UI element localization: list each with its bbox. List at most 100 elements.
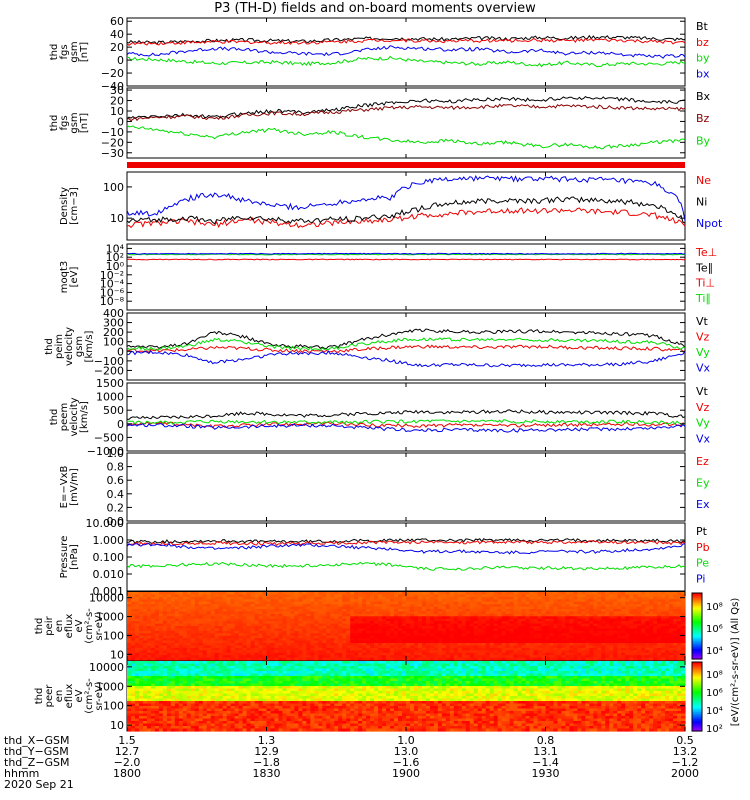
spectrogram-cell (621, 599, 626, 603)
spectrogram-cell (350, 594, 355, 598)
spectrogram-cell (198, 616, 204, 620)
spectrogram-cell (314, 606, 319, 610)
spectrogram-cell (170, 713, 176, 717)
spectrogram-cell (206, 703, 212, 707)
spectrogram-cell (186, 652, 192, 656)
spectrogram-cell (198, 599, 204, 603)
spectrogram-cell (230, 596, 236, 600)
spectrogram-cell (581, 633, 586, 637)
spectrogram-cell (382, 655, 387, 659)
spectrogram-cell (286, 604, 292, 608)
spectrogram-cell (585, 599, 590, 603)
spectrogram-cell (134, 708, 140, 712)
spectrogram-cell (645, 633, 650, 637)
spectrogram-cell (186, 683, 192, 687)
spectrogram-cell (190, 688, 196, 692)
spectrogram-cell (158, 721, 164, 725)
spectrogram-cell (621, 638, 626, 642)
spectrogram-cell (653, 613, 658, 617)
spectrogram-cell (477, 626, 483, 630)
spectrogram-cell (282, 621, 288, 625)
spectrogram-cell (649, 630, 654, 634)
spectrogram-cell (362, 613, 367, 617)
spectrogram-cell (246, 626, 252, 630)
spectrogram-cell (182, 701, 188, 705)
spectrogram-cell (669, 606, 674, 610)
spectrogram-cell (637, 643, 642, 647)
spectrogram-cell (465, 633, 471, 637)
spectrogram-cell (242, 616, 248, 620)
spectrogram-cell (437, 601, 443, 605)
spectrogram-cell (174, 693, 180, 697)
spectrogram-cell (593, 650, 598, 654)
spectrogram-cell (254, 609, 260, 613)
spectrogram-cell (677, 640, 682, 644)
spectrogram-cell (130, 611, 136, 615)
spectrogram-cell (621, 606, 626, 610)
spectrogram-cell (573, 592, 578, 596)
spectrogram-cell (162, 657, 168, 661)
spectrogram-cell (537, 592, 543, 596)
spectrogram-cell (206, 701, 212, 705)
spectrogram-cell (577, 616, 582, 620)
spectrogram-cell (505, 638, 511, 642)
spectrogram-cell (130, 688, 136, 692)
spectrogram-cell (489, 611, 495, 615)
spectrogram-cell (517, 630, 523, 634)
spectrogram-cell (417, 633, 423, 637)
spectrogram-cell (194, 688, 200, 692)
spectrogram-cell (677, 638, 682, 642)
spectrogram-cell (154, 721, 160, 725)
spectrogram-cell (158, 681, 164, 685)
spectrogram-cell (142, 718, 148, 722)
spectrogram-cell (629, 630, 634, 634)
spectrogram-cell (150, 663, 156, 667)
spectrogram-cell (445, 613, 451, 617)
spectrogram-cell (206, 628, 212, 632)
spectrogram-cell (601, 594, 606, 598)
spectrogram-cell (517, 606, 523, 610)
spectrogram-cell (210, 633, 216, 637)
spectrogram-cell (314, 601, 319, 605)
spectrogram-cell (350, 611, 355, 615)
spectrogram-cell (525, 613, 531, 617)
spectrogram-cell (142, 599, 148, 603)
spectrogram-cell (198, 706, 204, 710)
spectrogram-cell (501, 657, 507, 661)
spectrogram-cell (581, 618, 586, 622)
spectrogram-cell (445, 599, 451, 603)
spectrogram-cell (489, 630, 495, 634)
spectrogram-cell (150, 623, 156, 627)
spectrogram-cell (657, 616, 662, 620)
spectrogram-cell (194, 596, 200, 600)
spectrogram-cell (649, 655, 654, 659)
spectrogram-cell (258, 596, 264, 600)
spectrogram-cell (142, 713, 148, 717)
spectrogram-cell (174, 647, 180, 651)
spectrogram-cell (406, 645, 411, 649)
spectrogram-cell (130, 638, 136, 642)
spectrogram-cell (162, 663, 168, 667)
spectrogram-cell (158, 626, 164, 630)
spectrogram-cell (481, 650, 487, 654)
spectrogram-cell (314, 613, 319, 617)
spectrogram-cell (342, 643, 347, 647)
spectrogram-cell (342, 613, 347, 617)
spectrogram-cell (262, 596, 268, 600)
spectrogram-cell (346, 609, 351, 613)
spectrogram-cell (421, 655, 427, 659)
spectrogram-cell (142, 650, 148, 654)
spectrogram-cell (633, 645, 638, 649)
spectrogram-cell (282, 606, 288, 610)
spectrogram-cell (421, 621, 427, 625)
spectrogram-cell (294, 609, 299, 613)
spectrogram-cell (202, 635, 208, 639)
spectrogram-cell (390, 616, 395, 620)
spectrogram-cell (517, 657, 523, 661)
spectrogram-cell (294, 630, 299, 634)
spectrogram-cell (234, 609, 240, 613)
spectrogram-cell (473, 611, 479, 615)
spectrogram-cell (234, 633, 240, 637)
spectrogram-cell (222, 628, 228, 632)
spectrogram-cell (206, 721, 212, 725)
